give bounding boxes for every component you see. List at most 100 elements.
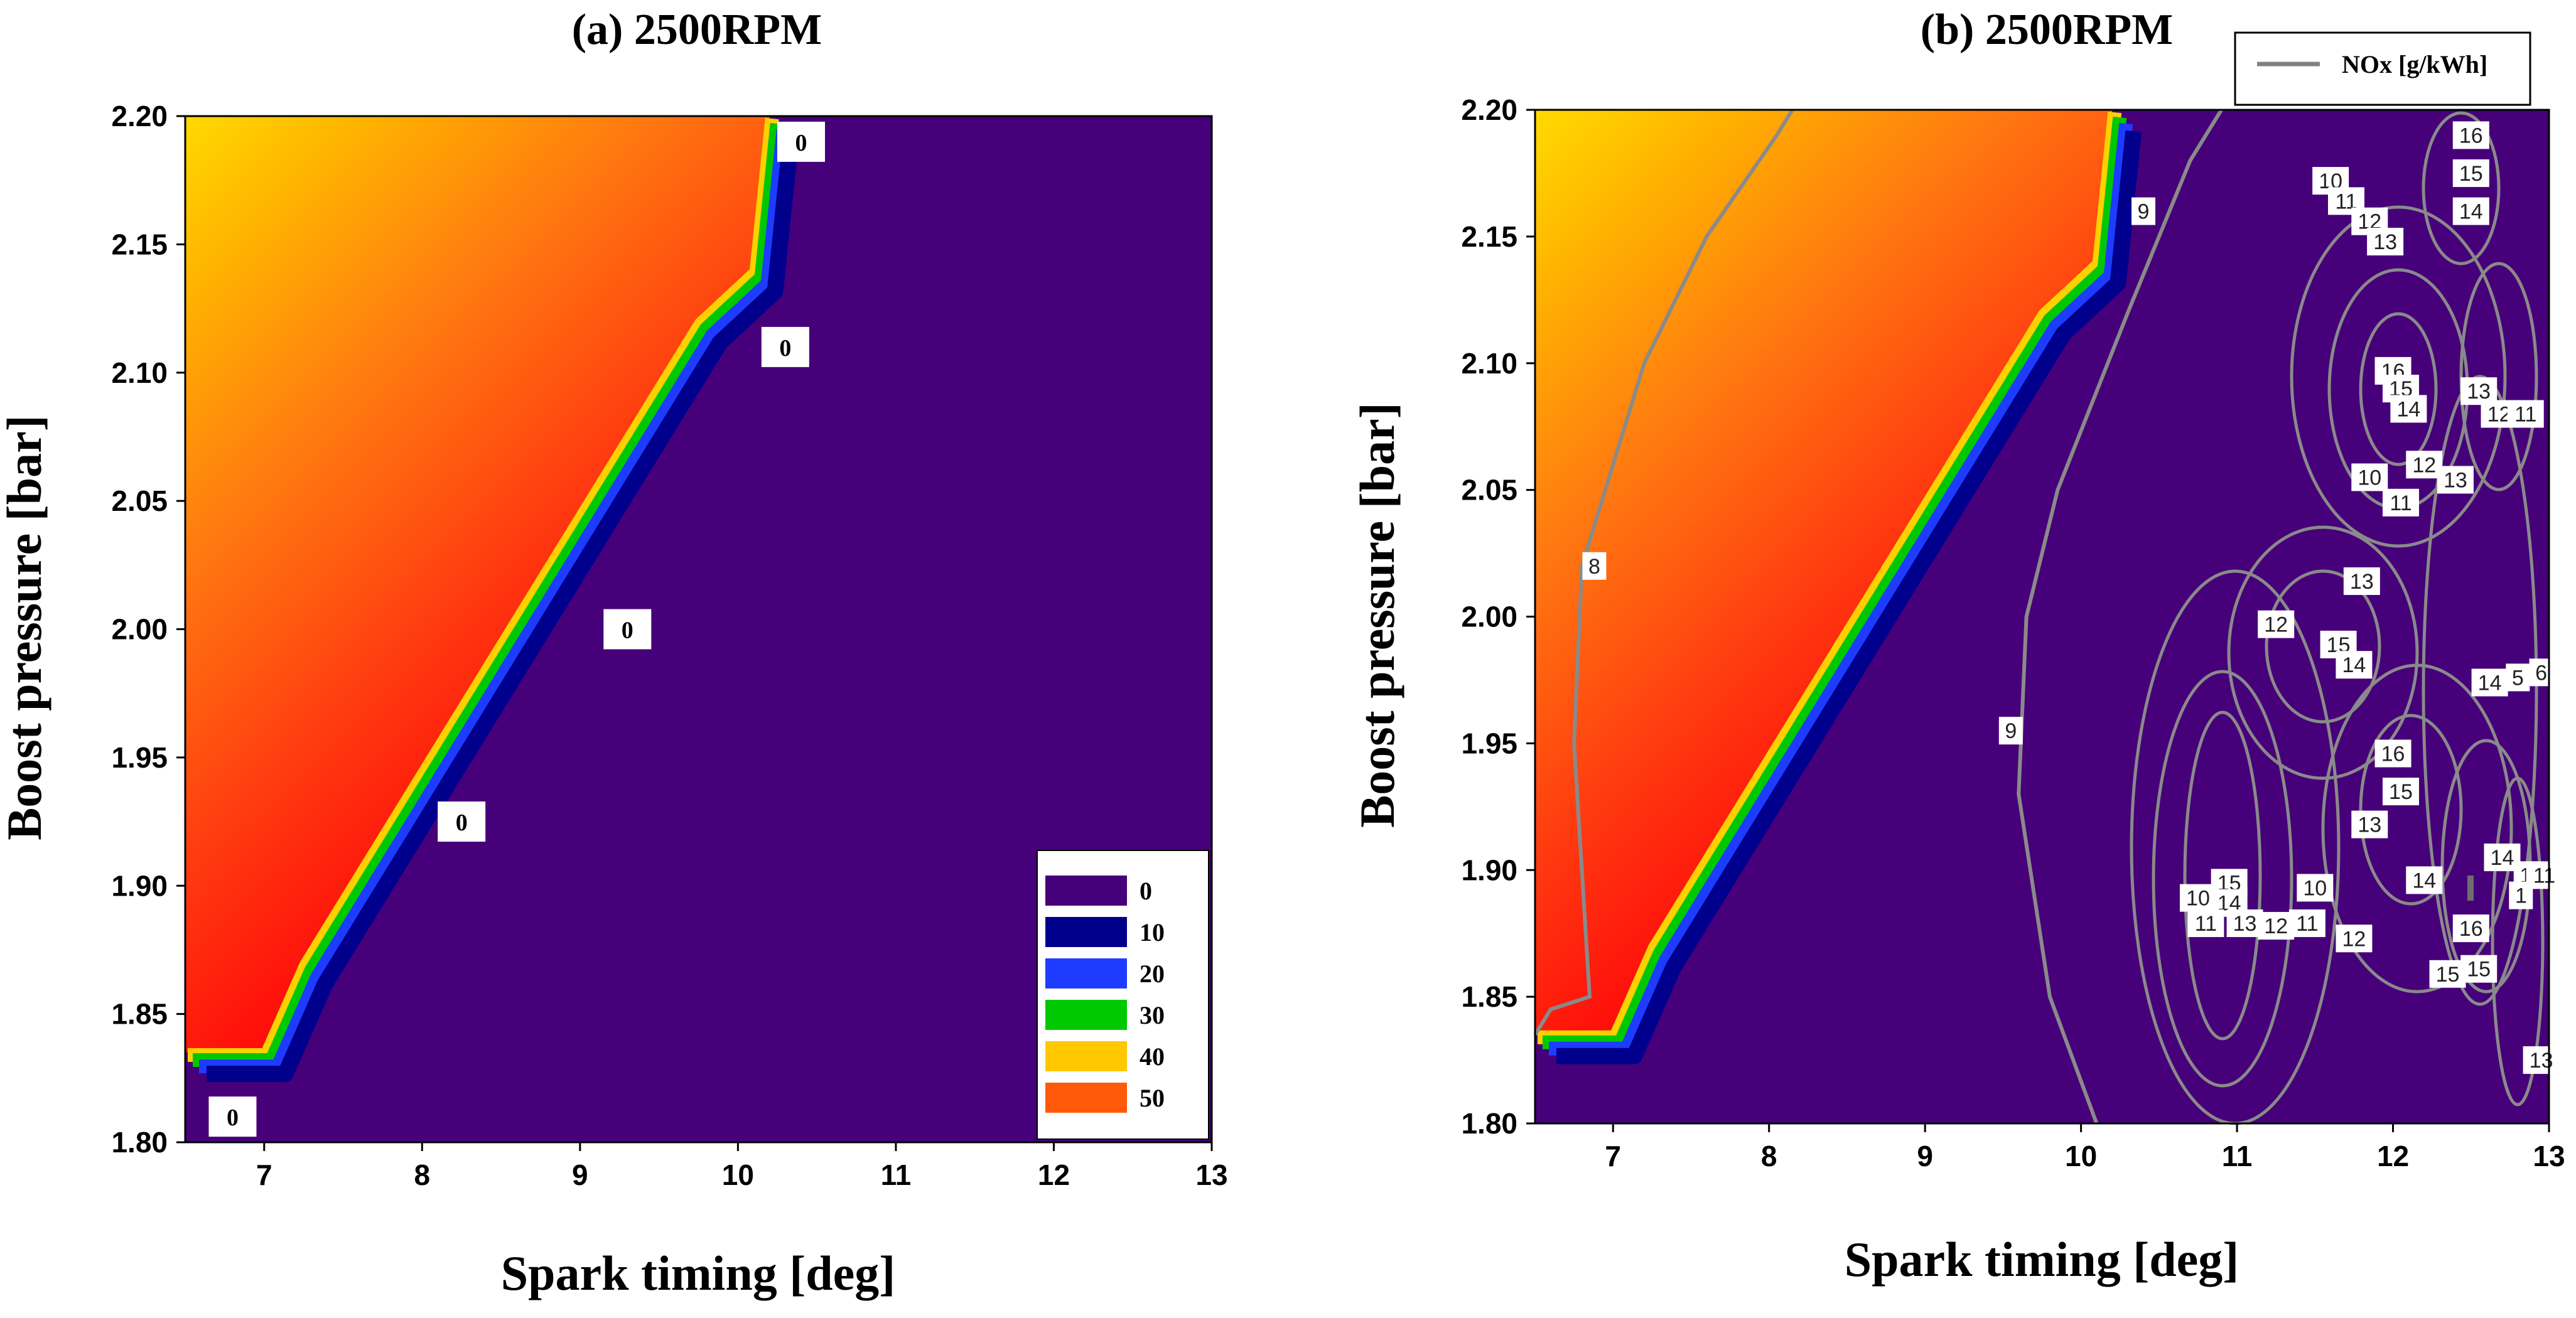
legend-swatch [1045, 1000, 1127, 1030]
y-tick-label: 1.80 [1461, 1107, 1517, 1140]
x-tick-label: 10 [2065, 1140, 2097, 1172]
x-tick-label: 10 [722, 1159, 754, 1191]
nox-contour-label: 15 [2452, 159, 2489, 187]
nox-contour-label: 13 [2367, 227, 2404, 255]
y-tick-label: 2.10 [1461, 347, 1517, 380]
nox-label-box [2367, 227, 2404, 255]
nox-label-box [2351, 463, 2388, 491]
boundary-band-green [1543, 116, 2127, 1049]
y-tick-label: 1.85 [1461, 980, 1517, 1013]
nox-label-box [2509, 881, 2533, 909]
nox-contour-label: 8 [1582, 552, 1607, 580]
nox-contour-label: 9 [2131, 197, 2155, 225]
nox-label-text: 13 [2467, 380, 2491, 404]
nox-label-text: 15 [2436, 963, 2460, 987]
nox-label-text: 14 [2396, 397, 2420, 421]
nox-contour-label: 10 [2351, 463, 2388, 491]
nox-label-text: 13 [2233, 912, 2257, 936]
y-tick-label: 1.80 [111, 1126, 168, 1159]
contour-label: 0 [761, 326, 809, 367]
nox-label-text: 14 [2459, 200, 2483, 224]
y-tick-label: 2.00 [1461, 601, 1517, 633]
nox-contour-loop [2359, 714, 2463, 906]
contour-label-box [208, 1096, 257, 1137]
nox-contour-loop [2290, 205, 2507, 548]
boundary-band-green [193, 122, 784, 1067]
nox-label-text: 12 [2487, 403, 2511, 427]
nox-label-text: 13 [2444, 468, 2467, 492]
nox-contour-label: 14 [2471, 668, 2508, 697]
x-ticks: 7 8 9 10 11 12 13 [256, 1142, 1228, 1191]
nox-contour-label: 14 [2452, 197, 2489, 225]
y-ticks: 1.80 1.85 1.90 1.95 2.00 2.05 2.10 2.15 2.20 [111, 100, 185, 1159]
y-tick-label: 1.95 [111, 741, 168, 774]
nox-contour-loop [2491, 776, 2545, 1106]
boundary-band-blue [1549, 122, 2133, 1056]
nox-label-box [2382, 778, 2419, 806]
contour-label-box [761, 326, 809, 367]
nox-label-box [2288, 909, 2325, 938]
legend-label: 20 [1140, 960, 1165, 988]
nox-label-box [2374, 739, 2412, 768]
nox-label-text: 6 [2535, 661, 2547, 685]
nox-contour-label: 9 [1998, 717, 2023, 745]
nox-contour-loop [2183, 710, 2262, 1041]
nox-label-text: 11 [2195, 912, 2217, 936]
x-axis-label: Spark timing [deg] [501, 1246, 895, 1300]
nox-contour-label: 16 [2452, 914, 2489, 943]
nox-contour-label: 14 [2406, 866, 2443, 894]
boundary-band-blue [199, 129, 790, 1073]
nox-label-text: 8 [1588, 555, 1600, 579]
nox-label-text: 11 [2390, 491, 2412, 515]
nox-label-box [2187, 909, 2224, 938]
nox-label-box [2297, 874, 2334, 902]
contour-label-text: 0 [779, 335, 791, 362]
y-tick-label: 1.90 [111, 869, 168, 902]
legend-label: 0 [1140, 877, 1152, 905]
nox-label-box [2523, 1046, 2560, 1074]
nox-label-box [1582, 552, 1607, 580]
contour-label: 0 [777, 121, 825, 162]
nox-label-text: 16 [2459, 124, 2483, 147]
y-tick-label: 2.10 [111, 356, 168, 389]
nox-label-text: 12 [2264, 914, 2288, 938]
nox-label-box [2452, 197, 2489, 225]
y-tick-label: 1.95 [1461, 727, 1517, 759]
x-tick-label: 13 [1195, 1159, 1227, 1191]
nox-label-box [2258, 610, 2295, 638]
nox-label-text: 12 [2412, 453, 2436, 477]
contour-label: 0 [208, 1096, 257, 1137]
nox-contour-label: 12 [2336, 924, 2373, 953]
y-tick-label: 2.15 [111, 228, 168, 260]
legend-swatch [1045, 876, 1127, 906]
nox-label-box [2406, 866, 2443, 894]
contour-label-text: 0 [227, 1105, 239, 1131]
nox-contour-label: 11 [2187, 909, 2224, 938]
contour-label-text: 0 [622, 618, 633, 644]
nox-contour-loop [2359, 312, 2438, 466]
nox-label-box [2131, 197, 2155, 225]
x-tick-label: 11 [2222, 1140, 2253, 1172]
nox-label-box [2351, 810, 2388, 838]
nox-label-text: 11 [2296, 912, 2318, 936]
nox-label-box [1998, 717, 2023, 745]
nox-label-text: 9 [2005, 719, 2017, 743]
nox-contour-label: 12 [2406, 451, 2443, 479]
nox-label-box [2343, 567, 2380, 595]
nox-contour-label: 13 [2523, 1046, 2560, 1074]
contour-label: 0 [438, 801, 486, 842]
nox-contour-label: 12 [2258, 610, 2295, 638]
nox-contour-line-9 [2017, 109, 2223, 1125]
nox-contour-label: 13 [2437, 466, 2474, 494]
nox-label-box [2506, 663, 2530, 692]
contour-label-text: 0 [795, 130, 807, 156]
legend-swatch [1045, 917, 1127, 947]
y-tick-label: 2.05 [111, 485, 168, 517]
boundary-band-navy [207, 136, 799, 1082]
nox-label-text: 15 [2389, 780, 2413, 804]
nox-contour-loop [2152, 670, 2293, 1088]
heatmap-high-region [185, 116, 770, 1053]
